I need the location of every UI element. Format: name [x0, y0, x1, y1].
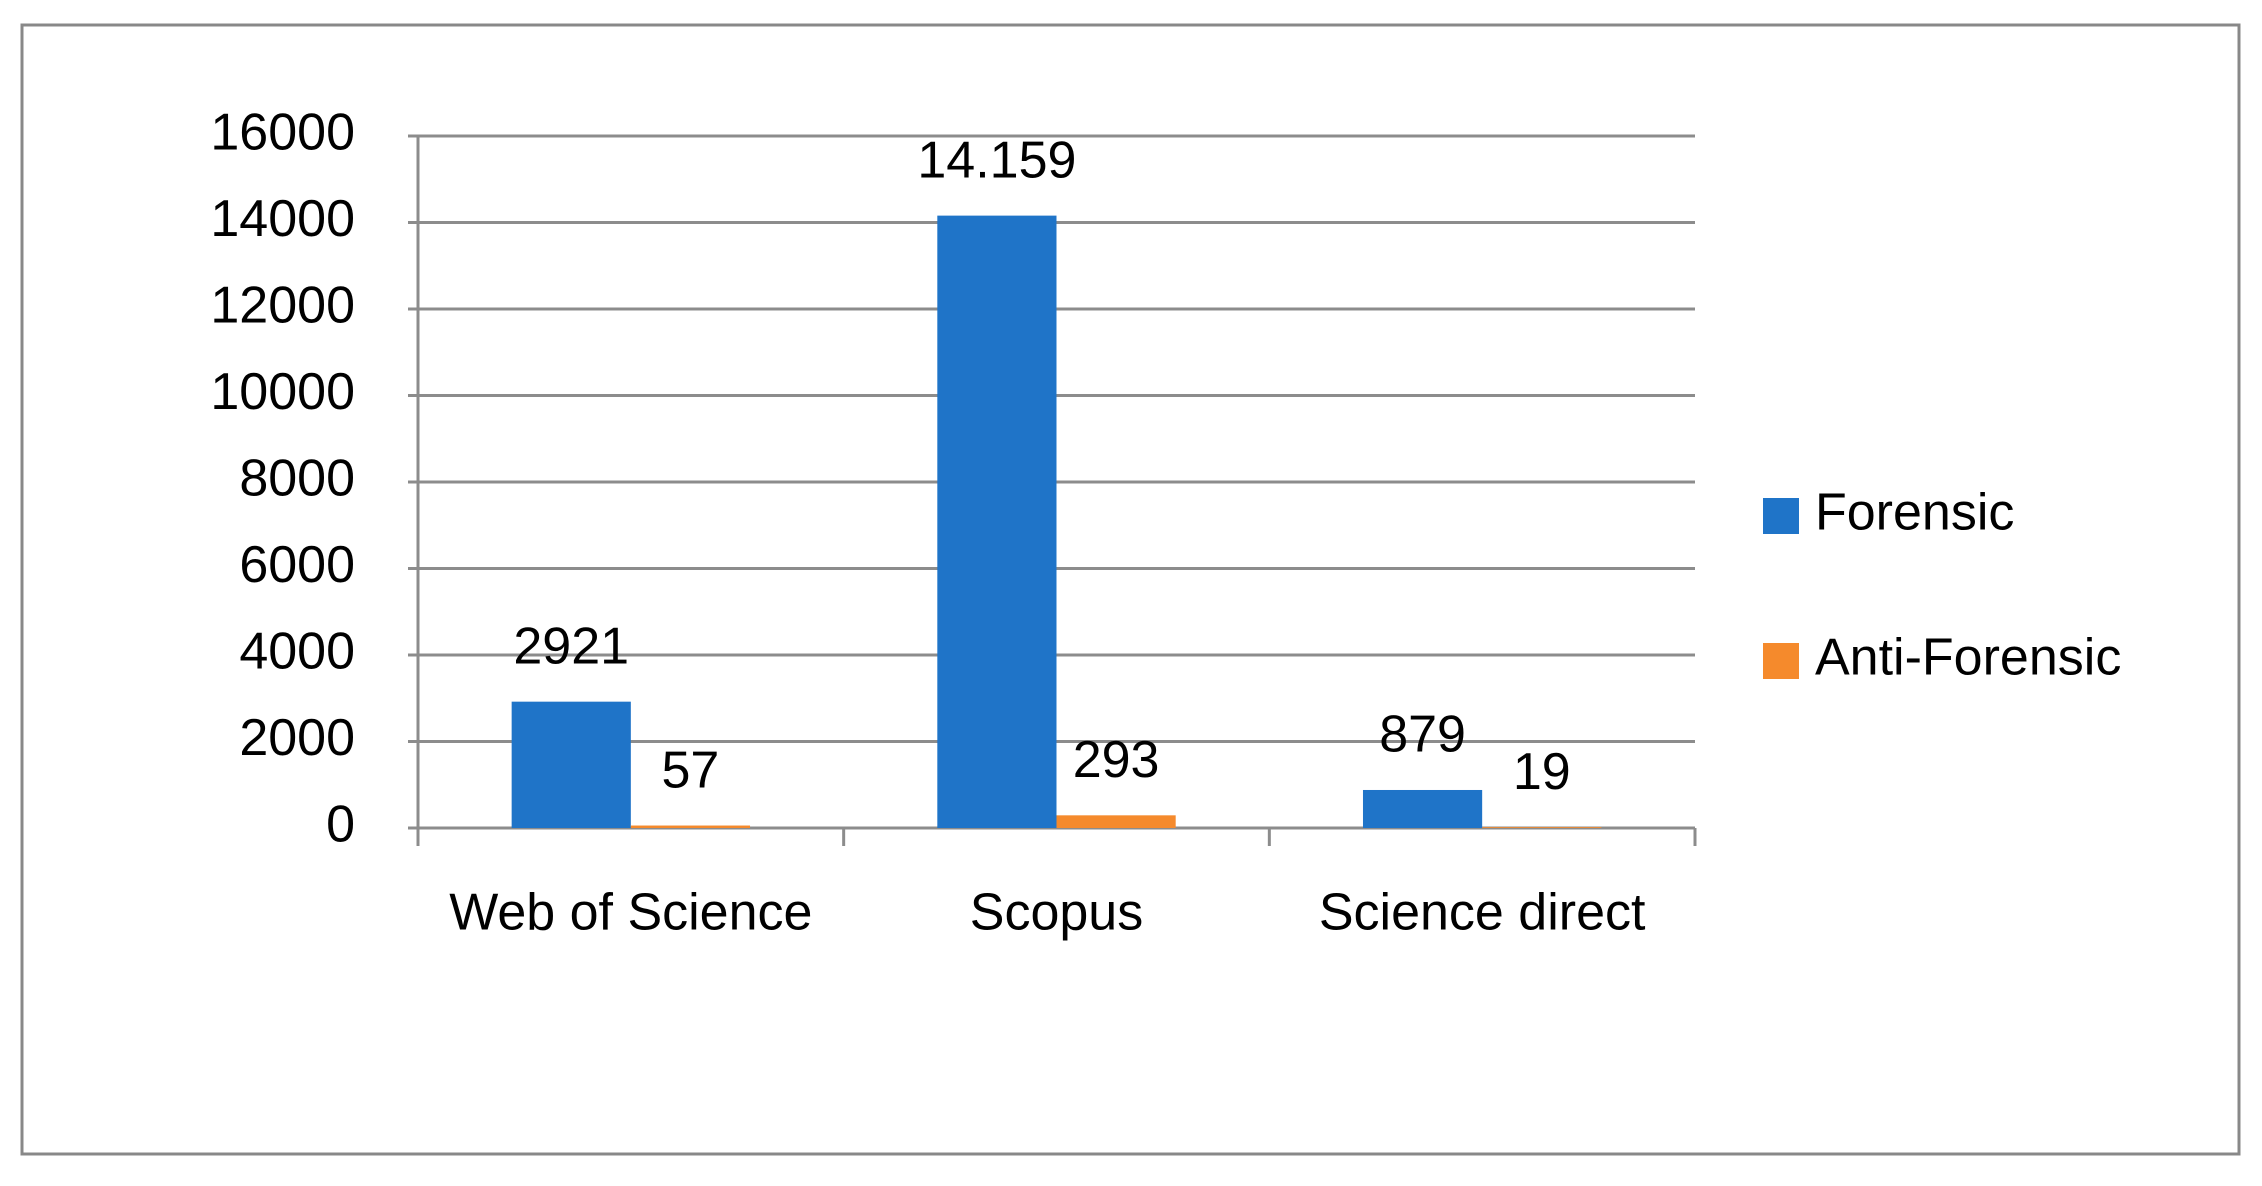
x-tick-label: Web of Science — [449, 884, 812, 942]
bar — [937, 215, 1057, 829]
y-tick-label: 10000 — [210, 363, 355, 421]
bar — [511, 701, 631, 828]
y-tick-label: 12000 — [210, 277, 355, 335]
bar — [1362, 789, 1483, 828]
x-tick-label: Science direct — [1319, 884, 1646, 942]
data-label: 57 — [662, 741, 720, 799]
legend-swatch — [1763, 498, 1799, 534]
legend-swatch — [1763, 643, 1799, 679]
y-tick-label: 8000 — [239, 450, 355, 508]
bar — [1056, 815, 1176, 828]
y-tick-label: 0 — [326, 796, 355, 854]
data-label: 293 — [1073, 731, 1160, 789]
y-tick-label: 6000 — [239, 536, 355, 594]
y-tick-label: 4000 — [239, 623, 355, 681]
data-label: 879 — [1379, 706, 1466, 764]
x-tick-label: Scopus — [970, 884, 1143, 942]
y-tick-label: 16000 — [210, 104, 355, 162]
y-tick-label: 2000 — [239, 709, 355, 767]
chart-border — [20, 23, 2241, 1156]
legend-label: Anti-Forensic — [1815, 629, 2121, 687]
y-tick-label: 14000 — [210, 190, 355, 248]
data-label: 14.159 — [917, 131, 1076, 189]
legend-label: Forensic — [1815, 484, 2014, 542]
data-label: 19 — [1513, 743, 1571, 801]
bar — [630, 825, 751, 828]
data-label: 2921 — [513, 617, 629, 675]
bar — [1482, 827, 1602, 828]
